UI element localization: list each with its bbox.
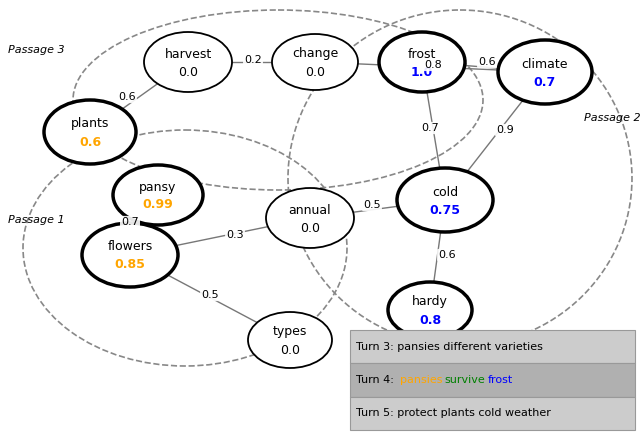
Text: plants: plants bbox=[71, 118, 109, 131]
Text: 0.3: 0.3 bbox=[226, 230, 244, 240]
Text: hardy: hardy bbox=[412, 295, 448, 308]
Text: 0.2: 0.2 bbox=[244, 55, 262, 65]
Text: frost: frost bbox=[408, 47, 436, 60]
Text: survive: survive bbox=[444, 375, 484, 385]
Text: types: types bbox=[273, 325, 307, 338]
Text: harvest: harvest bbox=[164, 47, 212, 60]
Text: pansy: pansy bbox=[140, 181, 177, 194]
Text: 0.6: 0.6 bbox=[118, 92, 136, 102]
Text: Turn 5: protect plants cold weather: Turn 5: protect plants cold weather bbox=[356, 408, 551, 418]
Text: 0.0: 0.0 bbox=[300, 222, 320, 235]
Text: 0.6: 0.6 bbox=[79, 135, 101, 148]
Text: change: change bbox=[292, 47, 338, 60]
Text: 0.85: 0.85 bbox=[115, 258, 145, 271]
Text: 0.0: 0.0 bbox=[280, 343, 300, 357]
Text: Turn 3: pansies different varieties: Turn 3: pansies different varieties bbox=[356, 342, 543, 352]
Ellipse shape bbox=[248, 312, 332, 368]
Text: Turn 4:: Turn 4: bbox=[356, 375, 397, 385]
Ellipse shape bbox=[379, 32, 465, 92]
Text: cold: cold bbox=[432, 186, 458, 198]
Text: 0.9: 0.9 bbox=[496, 125, 514, 135]
FancyBboxPatch shape bbox=[350, 396, 635, 430]
Text: 0.7: 0.7 bbox=[534, 76, 556, 89]
FancyBboxPatch shape bbox=[350, 363, 635, 396]
Text: Passage 1: Passage 1 bbox=[8, 215, 65, 225]
Ellipse shape bbox=[144, 32, 232, 92]
Text: 0.0: 0.0 bbox=[178, 66, 198, 79]
Text: annual: annual bbox=[289, 203, 332, 216]
Ellipse shape bbox=[397, 168, 493, 232]
Text: frost: frost bbox=[488, 375, 513, 385]
Ellipse shape bbox=[113, 165, 203, 225]
Text: 0.0: 0.0 bbox=[305, 66, 325, 79]
Text: 0.5: 0.5 bbox=[363, 200, 381, 210]
Text: flowers: flowers bbox=[108, 240, 152, 253]
Ellipse shape bbox=[272, 34, 358, 90]
Text: 0.8: 0.8 bbox=[424, 60, 442, 70]
Text: climate: climate bbox=[522, 58, 568, 71]
Text: 0.7: 0.7 bbox=[121, 217, 139, 227]
Text: 0.99: 0.99 bbox=[143, 198, 173, 211]
Text: Passage 3: Passage 3 bbox=[8, 45, 65, 55]
Ellipse shape bbox=[44, 100, 136, 164]
Text: pansies: pansies bbox=[400, 375, 442, 385]
Text: 0.6: 0.6 bbox=[438, 250, 456, 260]
Text: 0.6: 0.6 bbox=[478, 57, 496, 67]
Ellipse shape bbox=[388, 282, 472, 338]
Ellipse shape bbox=[266, 188, 354, 248]
Text: 0.7: 0.7 bbox=[421, 123, 439, 133]
Text: Passage 2: Passage 2 bbox=[584, 113, 640, 123]
FancyBboxPatch shape bbox=[350, 330, 635, 363]
Text: 0.75: 0.75 bbox=[429, 203, 461, 216]
Text: 0.5: 0.5 bbox=[201, 290, 219, 300]
Text: 1.0: 1.0 bbox=[411, 66, 433, 79]
Ellipse shape bbox=[498, 40, 592, 104]
Ellipse shape bbox=[82, 223, 178, 287]
Text: 0.8: 0.8 bbox=[419, 313, 441, 326]
